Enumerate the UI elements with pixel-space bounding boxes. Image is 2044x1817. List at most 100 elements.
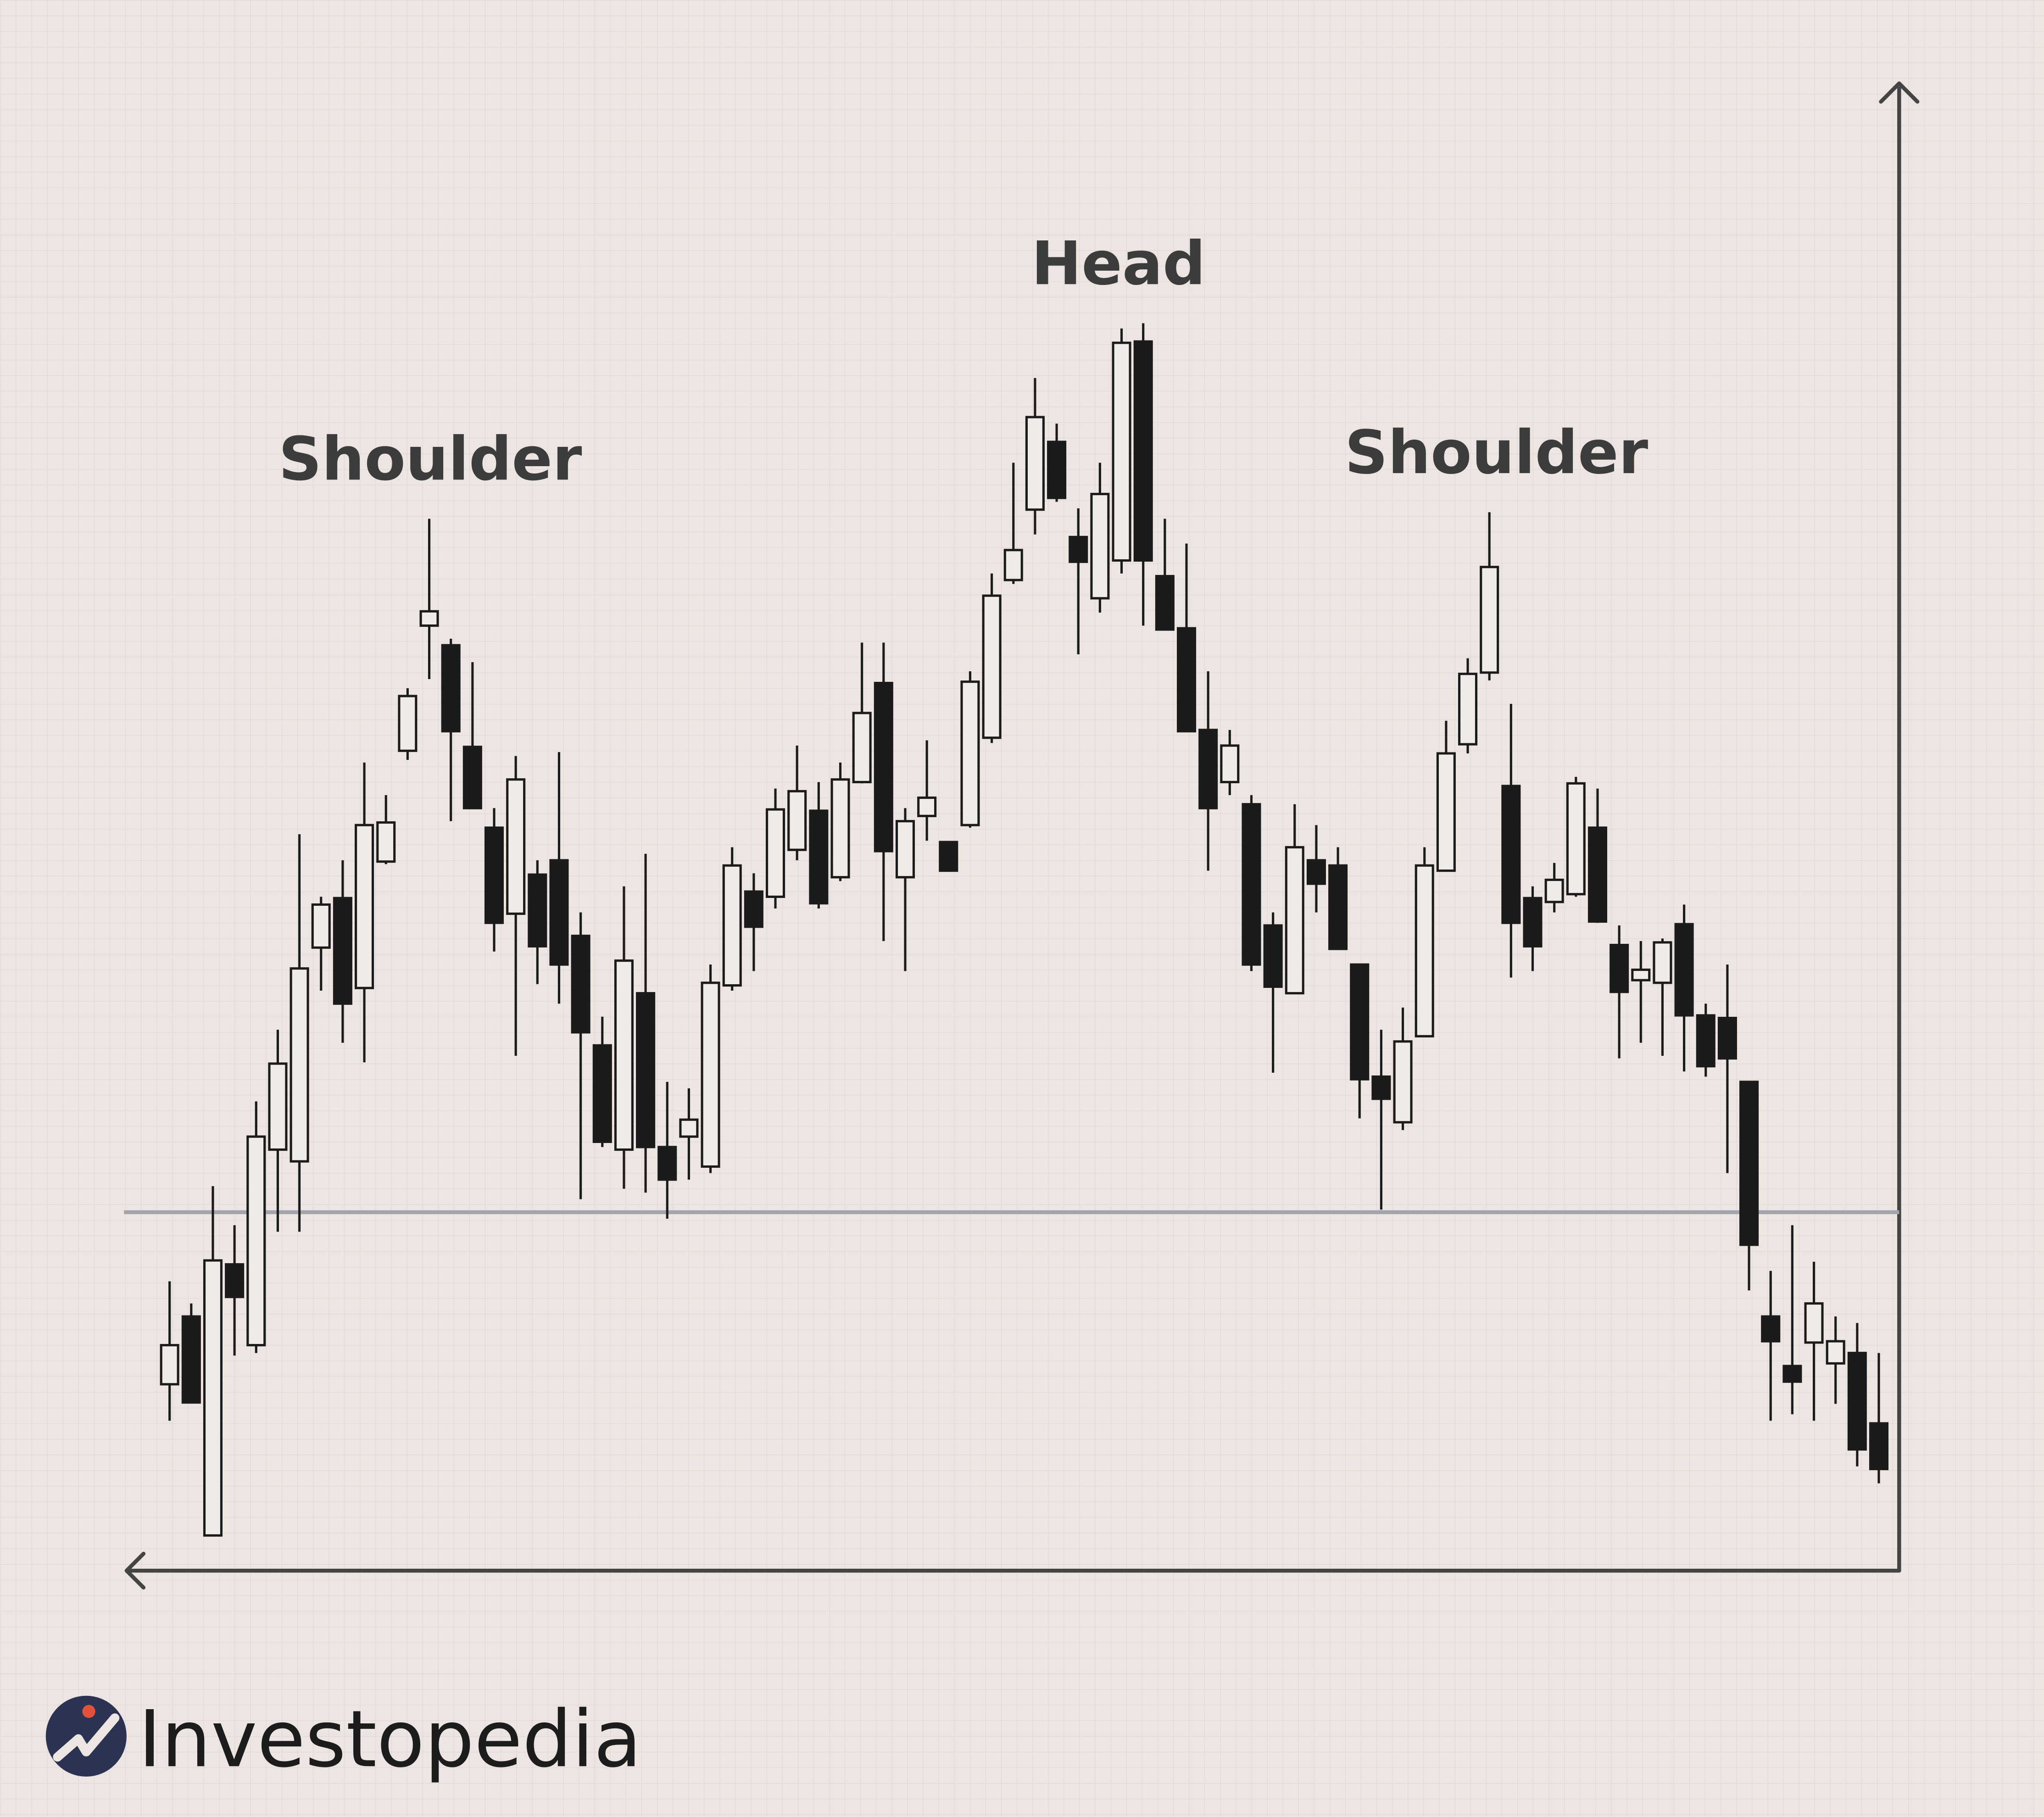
candle [1025,378,1045,535]
candle-body [419,610,439,627]
y-arrow [1879,81,1920,104]
candle [1047,424,1067,502]
candle [203,1186,223,1537]
candle [1826,1316,1845,1404]
candle-body [614,959,634,1151]
candle-body [787,790,807,851]
candle-body [1436,752,1456,872]
candle-body [874,681,893,853]
axes [124,81,1920,1590]
candle [1371,1030,1391,1210]
candle-body [1544,878,1564,903]
axis-lines [126,86,1901,1573]
candle-body [592,1044,612,1143]
candle [246,1101,266,1353]
candle-body [809,809,829,905]
candle-body [376,821,396,863]
candle [1306,825,1326,913]
candle [528,860,547,984]
candle [895,808,915,971]
candle [1350,963,1370,1119]
candle-body [1501,785,1521,924]
candle-body [506,778,526,915]
candle [355,762,374,1063]
candle [1242,795,1261,971]
candle [225,1225,245,1356]
candle [1393,1007,1413,1130]
candle-body [1674,923,1694,1017]
candle [917,740,937,841]
candle [1133,323,1153,626]
candle [787,745,807,860]
candle [1501,704,1521,978]
candle [1155,518,1175,631]
candle-body [1826,1340,1845,1365]
candle [1112,328,1131,574]
annotation: Shoulder [278,424,582,494]
candle-body [1090,493,1110,600]
candle [592,1016,612,1147]
annotation: Head [1031,229,1206,298]
candle-body [1696,1014,1715,1068]
candle [722,847,742,991]
candle [830,762,850,881]
candle [1610,925,1629,1059]
candle-body [160,1344,179,1386]
candle-body [311,903,331,949]
candle [1696,1003,1715,1077]
candle-body [1350,963,1370,1081]
candle [614,886,634,1189]
candle-body [1263,924,1283,988]
candle-body [1176,627,1197,733]
candle-body [1393,1040,1413,1124]
candle-body [1025,416,1045,511]
candle-body [1653,941,1672,984]
candle-body [1198,729,1218,809]
candle [1761,1271,1781,1421]
candle-body [355,824,374,989]
candle [1176,543,1197,733]
candle-body [636,992,656,1148]
candle [1739,1081,1759,1291]
candle [1587,788,1607,923]
candle-body [484,826,504,924]
candle [874,642,893,942]
candle-body [1371,1075,1391,1100]
candle [311,897,331,991]
candle-body [441,644,461,733]
candle-body [203,1259,223,1537]
candle-body [290,967,309,1163]
candle-body [549,859,569,966]
candle [1263,912,1283,1073]
candle [549,752,569,1004]
candle-body [1566,782,1586,896]
candle [1458,658,1478,753]
logo: Investopedia [45,1694,641,1785]
candle-body [701,981,720,1168]
candle [1415,847,1434,1037]
candle-body [1869,1422,1889,1471]
candle-body [398,695,418,752]
candle-body [1804,1302,1824,1344]
candle [571,912,590,1199]
candle-body [679,1118,699,1138]
candle-body [268,1062,288,1151]
candle-body [1003,549,1023,581]
candle [1869,1353,1889,1483]
candle [181,1303,201,1404]
candle [657,1081,677,1219]
candle [1220,730,1240,795]
logo-mark [53,1713,120,1762]
candle-body [1739,1081,1759,1246]
candle-body [462,746,482,809]
candle [1717,964,1737,1173]
candle-body [852,712,872,784]
candle-body [657,1146,677,1181]
x-arrow [124,1551,146,1590]
candle [1003,463,1023,584]
candle [1631,941,1651,1043]
logo-text: Investopedia [138,1694,641,1785]
candle-body [766,808,785,898]
